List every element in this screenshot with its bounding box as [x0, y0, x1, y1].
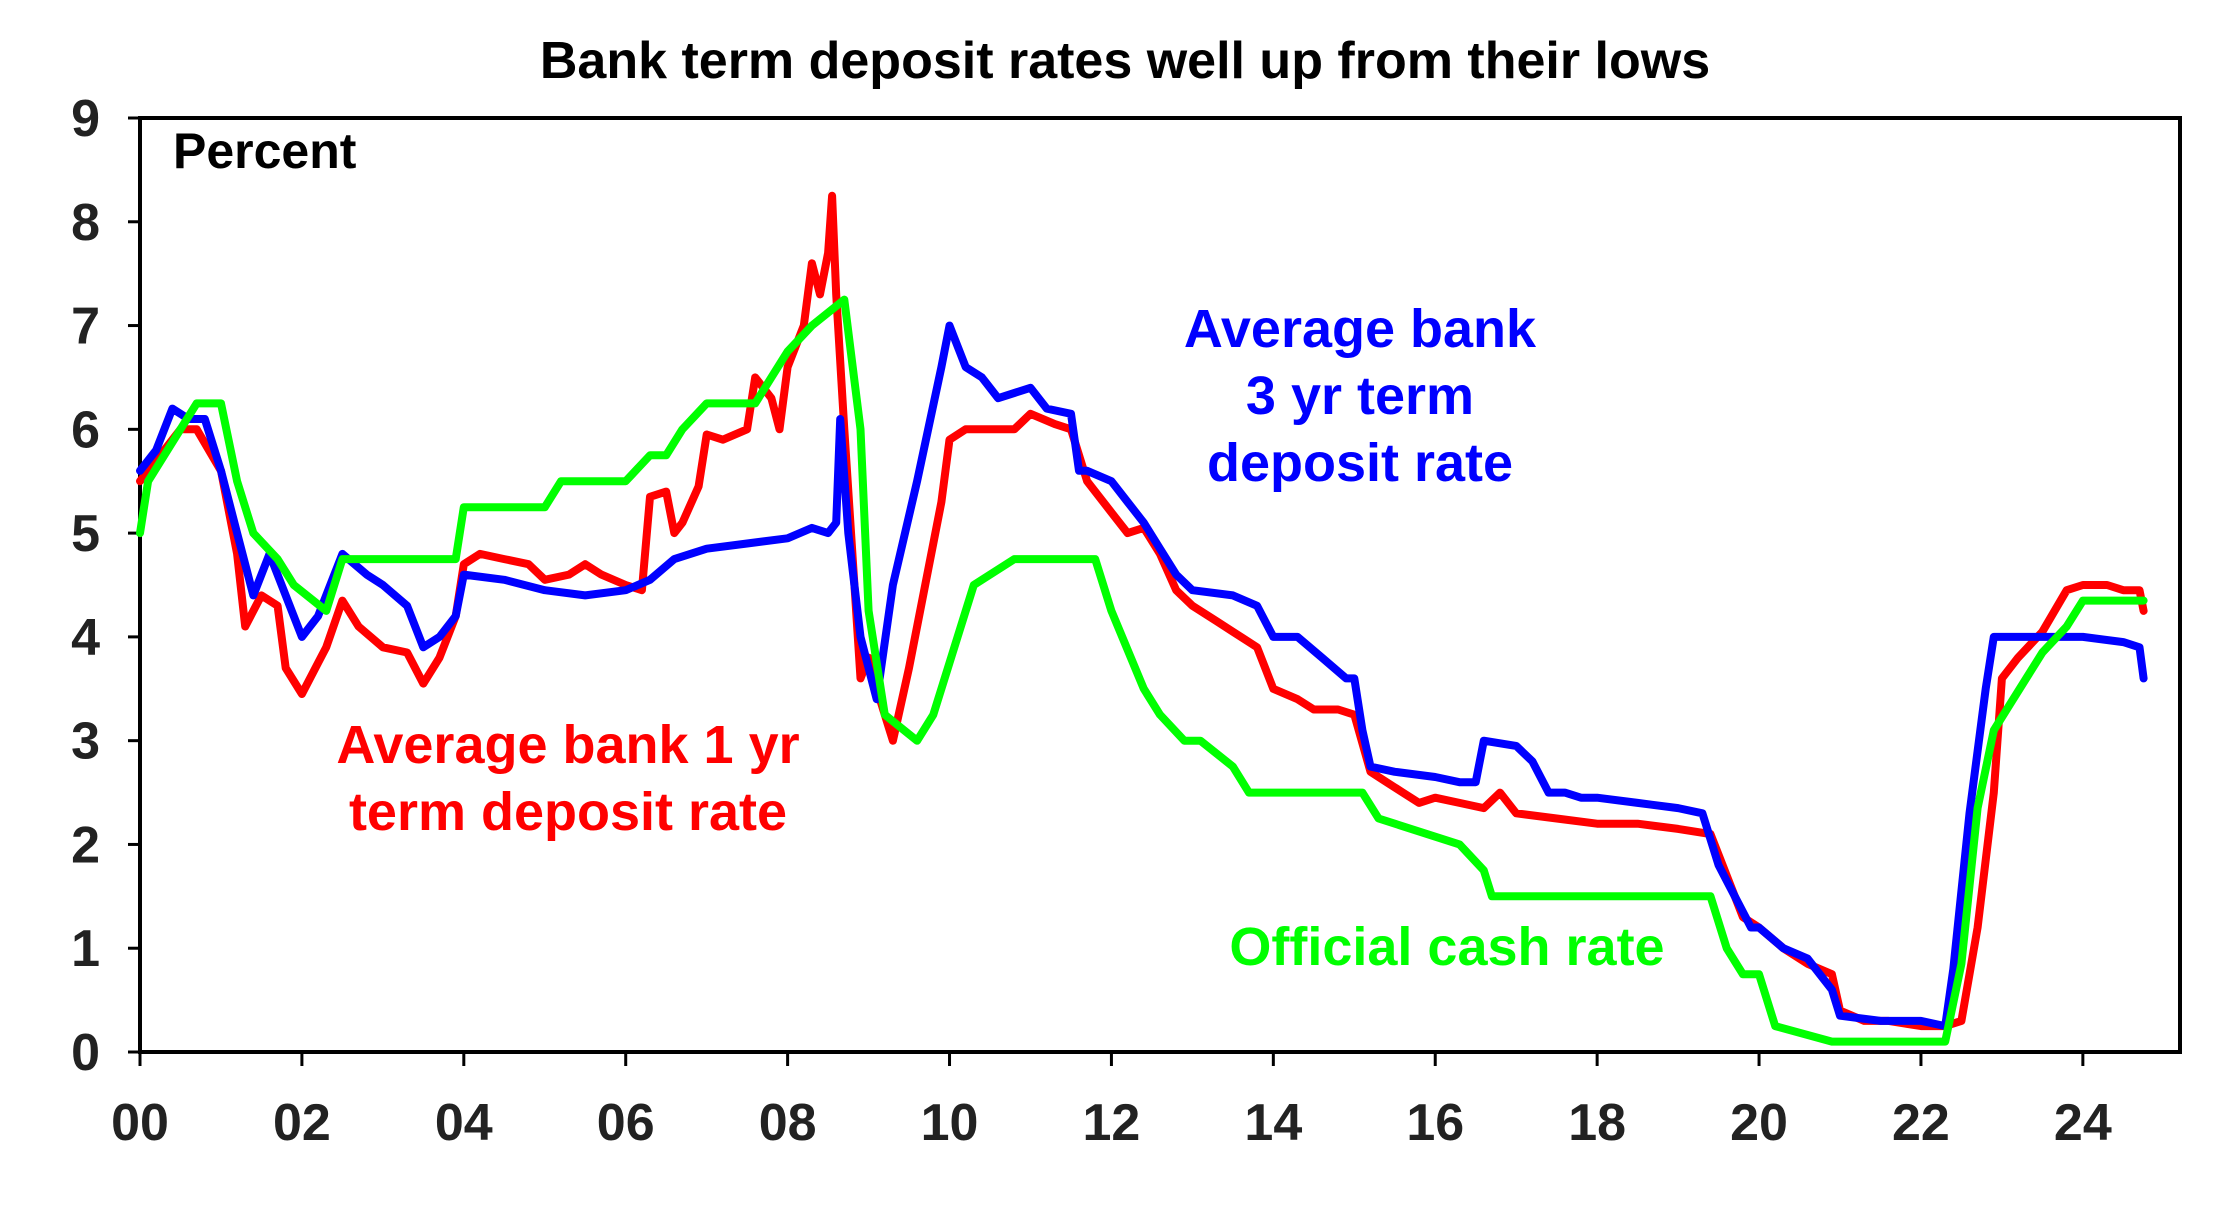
x-tick-label: 24: [2054, 1094, 2112, 1152]
y-tick-label: 2: [71, 816, 100, 874]
x-tick-label: 06: [597, 1094, 655, 1152]
x-tick-label: 10: [921, 1094, 979, 1152]
x-tick-label: 16: [1406, 1094, 1464, 1152]
x-tick-label: 14: [1244, 1094, 1302, 1152]
y-tick-label: 8: [71, 194, 100, 252]
series-labels: Average bank 1 yr term deposit rate Averag…: [336, 299, 1664, 977]
x-tick-label: 08: [759, 1094, 817, 1152]
series-line-three-yr-deposit: [136, 321, 2148, 1031]
y-tick-label: 7: [71, 298, 100, 356]
label-one-yr-deposit-line: Average bank 1 yr: [336, 715, 799, 775]
label-three-yr-deposit-line: deposit rate: [1207, 433, 1513, 493]
x-tick-label: 04: [435, 1094, 493, 1152]
y-tick-label: 0: [71, 1024, 100, 1082]
y-tick-label: 1: [71, 920, 100, 978]
y-tick-label: 4: [71, 609, 100, 667]
plot-frame: [138, 116, 2182, 1054]
y-tick-label: 9: [71, 90, 100, 148]
x-tick-label: 00: [111, 1094, 169, 1152]
label-one-yr-deposit-line: term deposit rate: [349, 782, 787, 842]
x-tick-label: 20: [1730, 1094, 1788, 1152]
x-tick-label: 12: [1083, 1094, 1141, 1152]
label-cash-rate-line: Official cash rate: [1229, 917, 1664, 977]
series-lines: [136, 191, 2148, 1046]
label-three-yr-deposit-line: 3 yr term: [1246, 366, 1474, 426]
y-tick-label: 6: [71, 401, 100, 459]
x-tick-label: 18: [1568, 1094, 1626, 1152]
x-tick-label: 22: [1892, 1094, 1950, 1152]
label-three-yr-deposit-line: Average bank: [1184, 299, 1537, 359]
unit-label: Percent: [173, 123, 357, 179]
series-line-cash-rate: [136, 295, 2148, 1046]
chart-title: Bank term deposit rates well up from the…: [540, 32, 1710, 90]
x-tick-label: 02: [273, 1094, 331, 1152]
y-tick-label: 5: [71, 505, 100, 563]
y-tick-label: 3: [71, 713, 100, 771]
